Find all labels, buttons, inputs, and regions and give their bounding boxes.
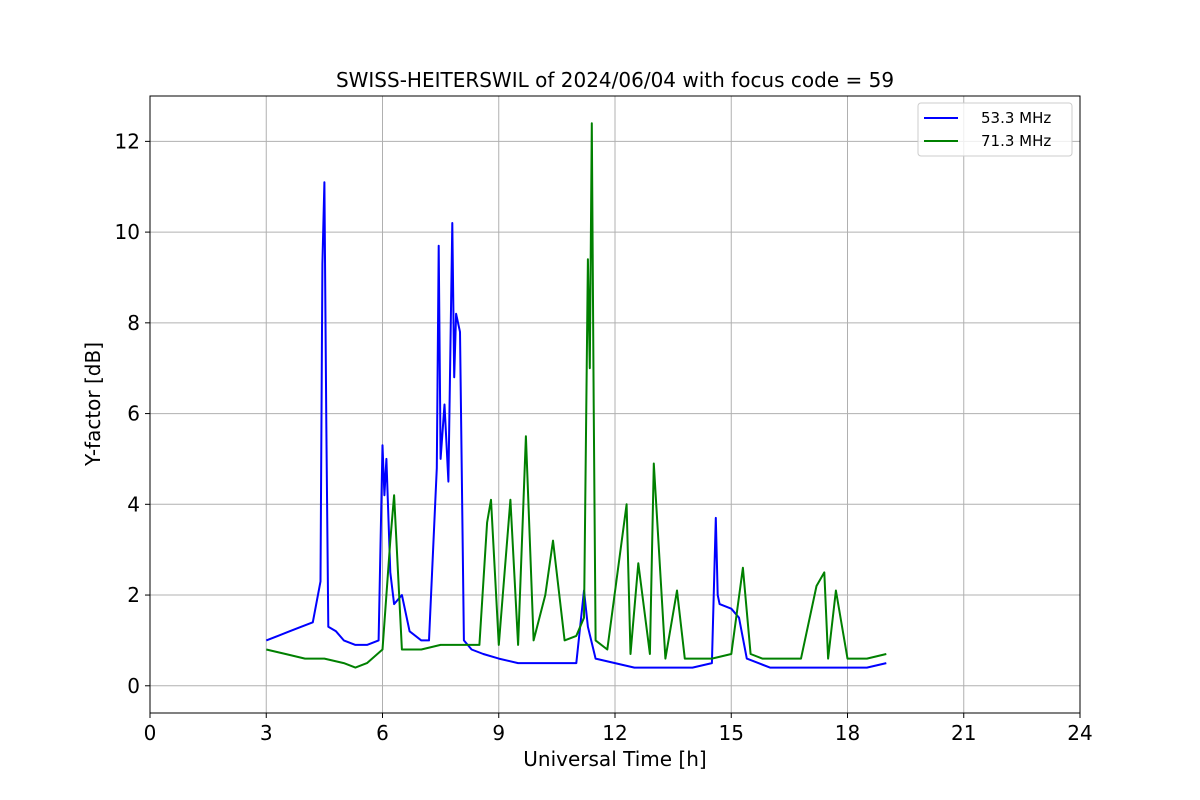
x-tick-label: 6 [376, 721, 389, 745]
x-tick-label: 9 [492, 721, 505, 745]
legend-label-71-3-mhz: 71.3 MHz [981, 132, 1051, 150]
x-tick-label: 12 [602, 721, 627, 745]
legend-label-53-3-mhz: 53.3 MHz [981, 109, 1051, 127]
series-line-71-3-mhz [266, 122, 887, 669]
x-tick-label: 24 [1067, 721, 1092, 745]
y-tick-label: 6 [127, 402, 140, 426]
x-tick-label: 0 [144, 721, 157, 745]
y-axis: 0 2 4 6 8 10 12 [115, 129, 150, 698]
series-line-53-3-mhz [265, 181, 887, 669]
x-tick-label: 18 [835, 721, 860, 745]
y-tick-label: 0 [127, 674, 140, 698]
chart-title: SWISS-HEITERSWIL of 2024/06/04 with focu… [336, 68, 894, 92]
x-tick-label: 3 [260, 721, 273, 745]
grid [149, 96, 1081, 713]
x-tick-label: 15 [719, 721, 744, 745]
x-tick-label: 21 [951, 721, 976, 745]
series-layer [265, 122, 887, 669]
y-tick-label: 2 [127, 583, 140, 607]
x-axis: 0 3 6 9 12 15 18 21 24 [144, 713, 1093, 745]
legend: 53.3 MHz 71.3 MHz [917, 102, 1073, 157]
y-tick-label: 4 [127, 492, 140, 516]
y-tick-label: 10 [115, 220, 140, 244]
y-axis-label: Y-factor [dB] [81, 342, 105, 467]
y-tick-label: 8 [127, 311, 140, 335]
x-axis-label: Universal Time [h] [523, 747, 706, 771]
y-tick-label: 12 [115, 129, 140, 153]
legend-box [917, 102, 1073, 157]
